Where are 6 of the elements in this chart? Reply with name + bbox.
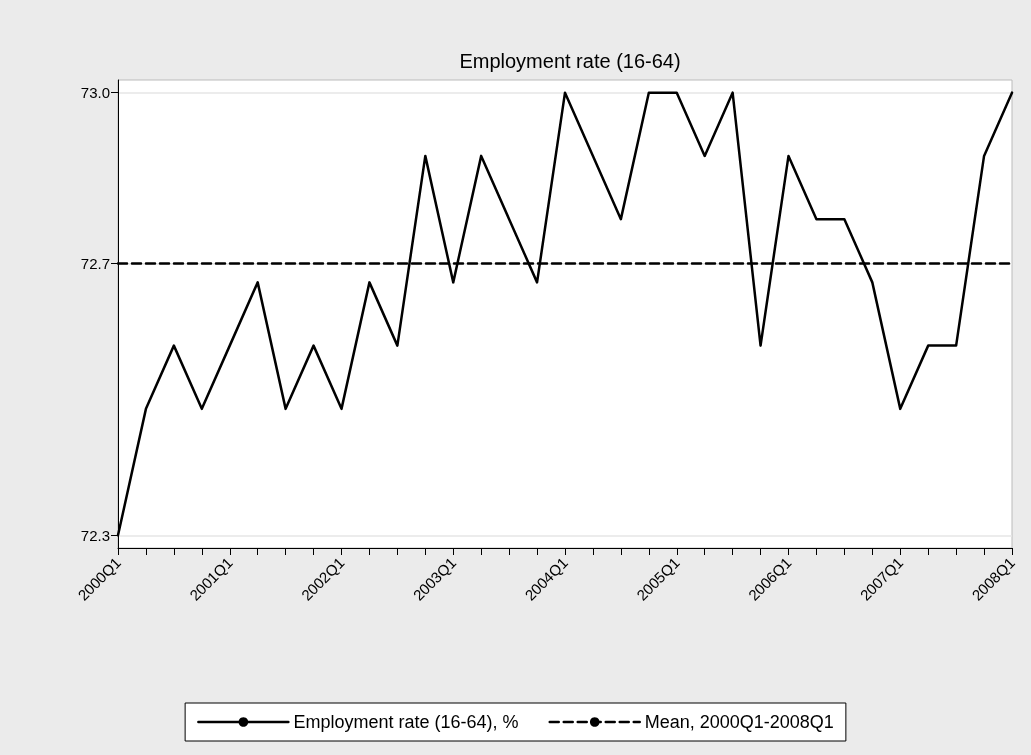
legend-label: Mean, 2000Q1-2008Q1	[644, 712, 834, 732]
y-tick-label: 72.7	[80, 254, 110, 272]
y-tick-label: 73.0	[80, 84, 110, 102]
legend-label: Employment rate (16-64), %	[293, 712, 519, 732]
y-tick-label: 72.3	[80, 526, 110, 544]
chart-title: Employment rate (16-64)	[459, 50, 681, 72]
